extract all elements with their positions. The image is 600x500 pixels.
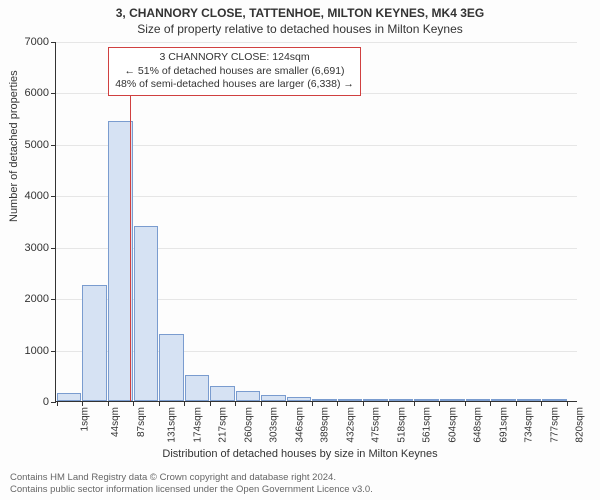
title-main: 3, CHANNORY CLOSE, TATTENHOE, MILTON KEY… (0, 0, 600, 20)
x-tick (108, 401, 109, 406)
footer-line-1: Contains HM Land Registry data © Crown c… (10, 472, 373, 484)
property-marker-line (130, 82, 131, 401)
chart-area: 010002000300040005000600070001sqm44sqm87… (55, 42, 577, 402)
x-tick (312, 401, 313, 406)
y-tick-label: 2000 (25, 293, 49, 305)
y-tick (51, 351, 56, 352)
histogram-bar (440, 399, 465, 401)
x-tick (57, 401, 58, 406)
histogram-bar (185, 375, 210, 401)
histogram-bar (414, 399, 439, 401)
x-tick (465, 401, 466, 406)
histogram-bar (466, 399, 491, 401)
x-tick-label: 691sqm (498, 407, 509, 443)
x-tick (567, 401, 568, 406)
y-axis-title: Number of detached properties (8, 70, 20, 222)
gridline (56, 145, 577, 146)
x-axis-title: Distribution of detached houses by size … (0, 448, 600, 460)
x-tick-label: 561sqm (422, 407, 433, 443)
x-tick (235, 401, 236, 406)
histogram-bar (542, 399, 567, 401)
x-tick-label: 432sqm (345, 407, 356, 443)
histogram-bar (134, 226, 159, 401)
histogram-bar (82, 285, 107, 401)
histogram-bar (338, 399, 363, 401)
histogram-bar (57, 393, 82, 401)
x-tick-label: 777sqm (549, 407, 560, 443)
x-tick (82, 401, 83, 406)
gridline (56, 196, 577, 197)
y-tick (51, 299, 56, 300)
x-tick-label: 303sqm (269, 407, 280, 443)
histogram-bar (312, 399, 337, 401)
y-tick (51, 402, 56, 403)
x-tick-label: 174sqm (192, 407, 203, 443)
y-tick (51, 145, 56, 146)
y-tick (51, 93, 56, 94)
y-tick-label: 7000 (25, 36, 49, 48)
x-tick (439, 401, 440, 406)
histogram-bar (210, 386, 235, 401)
x-tick (541, 401, 542, 406)
annotation-line: 48% of semi-detached houses are larger (… (115, 78, 354, 92)
histogram-bar (159, 334, 184, 401)
gridline (56, 42, 577, 43)
y-tick-label: 4000 (25, 190, 49, 202)
x-tick-label: 820sqm (575, 407, 586, 443)
x-tick-label: 260sqm (243, 407, 254, 443)
histogram-bar (236, 391, 261, 401)
y-tick-label: 6000 (25, 87, 49, 99)
title-sub: Size of property relative to detached ho… (0, 20, 600, 36)
x-tick-label: 648sqm (473, 407, 484, 443)
x-tick (133, 401, 134, 406)
histogram-bar (517, 399, 542, 401)
x-tick (286, 401, 287, 406)
x-tick (363, 401, 364, 406)
x-tick (184, 401, 185, 406)
histogram-bar (287, 397, 312, 401)
x-tick (159, 401, 160, 406)
x-tick-label: 734sqm (524, 407, 535, 443)
footer-attribution: Contains HM Land Registry data © Crown c… (10, 472, 373, 496)
x-tick-label: 217sqm (218, 407, 229, 443)
x-tick (388, 401, 389, 406)
y-tick-label: 5000 (25, 139, 49, 151)
annotation-line: 3 CHANNORY CLOSE: 124sqm (115, 51, 354, 65)
y-tick (51, 248, 56, 249)
histogram-bar (389, 399, 414, 401)
y-tick (51, 42, 56, 43)
y-tick-label: 3000 (25, 242, 49, 254)
annotation-box: 3 CHANNORY CLOSE: 124sqm← 51% of detache… (108, 47, 361, 96)
x-tick-label: 604sqm (447, 407, 458, 443)
x-tick (261, 401, 262, 406)
x-tick-label: 518sqm (396, 407, 407, 443)
x-tick (516, 401, 517, 406)
x-tick (414, 401, 415, 406)
x-tick-label: 389sqm (320, 407, 331, 443)
histogram-bar (261, 395, 286, 401)
x-tick-label: 87sqm (136, 407, 147, 437)
x-tick-label: 1sqm (79, 407, 90, 431)
x-tick-label: 44sqm (110, 407, 121, 437)
x-tick (490, 401, 491, 406)
plot-area: 010002000300040005000600070001sqm44sqm87… (55, 42, 577, 402)
y-tick-label: 0 (43, 396, 49, 408)
x-tick (337, 401, 338, 406)
y-tick (51, 196, 56, 197)
x-tick-label: 346sqm (294, 407, 305, 443)
y-tick-label: 1000 (25, 345, 49, 357)
x-tick-label: 131sqm (167, 407, 178, 443)
annotation-line: ← 51% of detached houses are smaller (6,… (115, 65, 354, 79)
x-tick (210, 401, 211, 406)
histogram-bar (363, 399, 388, 401)
x-tick-label: 475sqm (371, 407, 382, 443)
footer-line-2: Contains public sector information licen… (10, 484, 373, 496)
histogram-bar (491, 399, 516, 401)
